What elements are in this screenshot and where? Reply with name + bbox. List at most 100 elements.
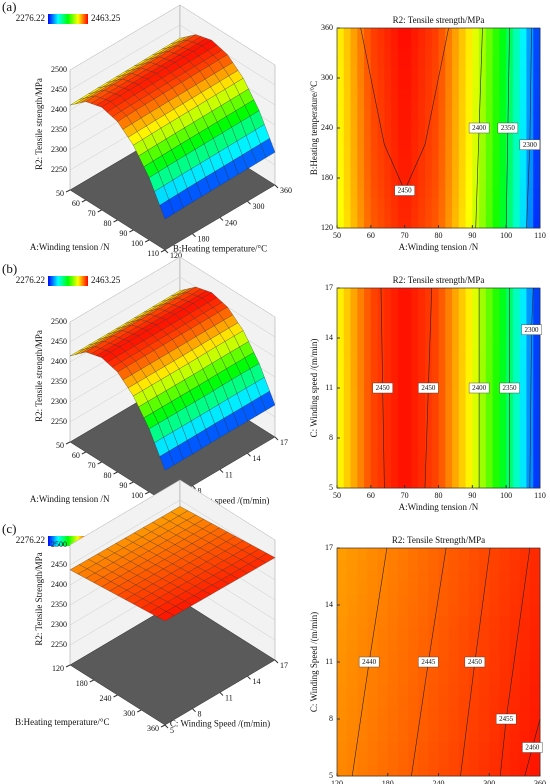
contour-fill: [438, 662, 450, 674]
contour-fill: [445, 78, 453, 89]
contour-fill: [479, 358, 487, 369]
y-tick-label: 14: [325, 333, 333, 342]
contour-fill: [411, 28, 419, 39]
contour-fill: [404, 478, 412, 489]
contour-fill: [337, 368, 345, 379]
contour-fill: [431, 338, 439, 349]
contour-fill: [492, 328, 500, 339]
contour-fill: [337, 218, 345, 229]
contour-fill: [347, 741, 358, 754]
contour-fill: [350, 28, 358, 39]
contour-fill: [418, 168, 426, 179]
contour-fill: [337, 650, 348, 663]
contour-fill: [529, 605, 541, 617]
contour-fill: [448, 753, 460, 765]
contour-fill: [445, 358, 453, 369]
y-tick: [164, 249, 169, 254]
contour-fill: [347, 673, 358, 686]
contour-fill: [479, 616, 490, 629]
contour-fill: [509, 639, 521, 651]
contour-fill: [411, 218, 419, 229]
contour-fill: [397, 582, 409, 594]
contour-fill: [489, 753, 500, 765]
contour-fill: [397, 673, 409, 686]
contour-fill: [364, 448, 372, 459]
contour-fill: [479, 298, 487, 309]
contour-fill: [364, 368, 372, 379]
contour-fill: [448, 707, 460, 720]
contour-fill: [526, 58, 534, 69]
contour-fill: [492, 118, 500, 129]
contour-fill: [438, 639, 450, 651]
colorbar-max: 2463.25: [91, 275, 121, 285]
contour-fill: [377, 582, 389, 594]
contour-fill: [431, 448, 439, 459]
contour-fill: [337, 559, 348, 572]
contour-fill: [529, 639, 541, 651]
contour-fill: [418, 288, 426, 299]
contour-fill: [397, 318, 406, 329]
contour-fill: [404, 368, 412, 379]
contour-fill: [533, 178, 541, 189]
contour-fill: [465, 28, 473, 39]
contour-fill: [397, 696, 409, 708]
contour-fill: [387, 616, 399, 629]
contour-fill: [391, 168, 399, 179]
contour-fill: [367, 650, 378, 663]
contour-fill: [479, 707, 490, 720]
contour-fill: [529, 650, 541, 663]
contour-fill: [499, 38, 507, 49]
contour-fill: [465, 438, 473, 449]
contour-fill: [411, 188, 419, 199]
contour-fill: [519, 458, 527, 469]
contour-fill: [397, 764, 409, 777]
contour-fill: [519, 753, 531, 765]
contour-fill: [519, 684, 531, 697]
contour-fill: [404, 178, 412, 189]
contour-fill: [485, 438, 494, 449]
contour-fill: [485, 338, 494, 349]
contour-fill: [458, 128, 466, 139]
contour-fill: [458, 388, 466, 399]
contour-fill: [428, 627, 439, 640]
contour-fill: [533, 438, 541, 449]
contour-fill: [428, 593, 439, 606]
contour-fill: [391, 118, 399, 129]
contour-label: 2350: [501, 124, 516, 132]
contour-fill: [350, 418, 358, 429]
grid-line: [69, 24, 276, 91]
contour-fill: [377, 348, 385, 359]
contour-fill: [533, 128, 541, 139]
contour-fill: [499, 593, 510, 606]
contour-fill: [411, 128, 419, 139]
contour-fill: [424, 288, 433, 299]
contour-fill: [377, 168, 385, 179]
contour-fill: [489, 639, 500, 651]
contour-fill: [468, 730, 480, 743]
contour-fill: [465, 398, 473, 409]
contour-fill: [370, 68, 378, 79]
contour-fill: [370, 348, 378, 359]
contour-fill: [377, 368, 385, 379]
contour-fill: [512, 398, 521, 409]
y-axis-label: C: Winding Speed /(m/min): [309, 612, 319, 712]
contour-fill: [364, 338, 372, 349]
contour-fill: [452, 108, 460, 119]
y-tick-label: 14: [253, 677, 261, 686]
contour-fill: [492, 388, 500, 399]
contour-fill: [418, 408, 426, 419]
contour-fill: [458, 684, 470, 697]
contour-fill: [526, 68, 534, 79]
contour-fill: [519, 719, 531, 731]
x-tick: [65, 189, 71, 193]
contour-fill: [519, 662, 531, 674]
contour-fill: [377, 78, 385, 89]
contour-fill: [397, 448, 406, 459]
contour-fill: [458, 627, 470, 640]
contour-fill: [370, 328, 378, 339]
y-tick-label: 5: [329, 771, 333, 780]
contour-fill: [424, 158, 433, 169]
contour-fill: [343, 468, 351, 479]
contour-fill: [465, 168, 473, 179]
contour-fill: [404, 88, 412, 99]
